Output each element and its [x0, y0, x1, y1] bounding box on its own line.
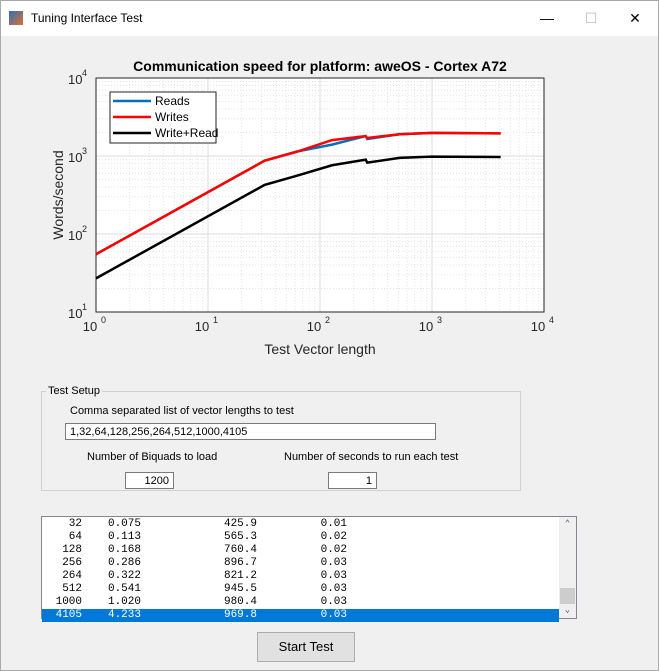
cell: 0.03	[320, 609, 347, 621]
list-item[interactable]: 64 0.113 565.3 0.02	[42, 531, 559, 544]
list-item[interactable]: 1000 1.020 980.4 0.03	[42, 596, 559, 609]
y-tick-label: 10	[68, 72, 82, 87]
cell: 4.233	[107, 609, 141, 621]
cell: 128	[62, 544, 82, 556]
seconds-input[interactable]: 1	[328, 472, 377, 489]
x-axis-label: Test Vector length	[264, 341, 375, 357]
cell: 32	[68, 518, 82, 530]
x-tick-exponent: 2	[325, 315, 330, 325]
y-tick-exponent: 2	[82, 224, 87, 234]
cell: 0.322	[107, 570, 141, 582]
y-tick-exponent: 3	[82, 146, 87, 156]
start-test-button[interactable]: Start Test	[257, 632, 355, 662]
cell: 264	[62, 570, 82, 582]
cell: 0.01	[320, 518, 347, 530]
cell: 760.4	[223, 544, 257, 556]
list-item[interactable]: 264 0.322 821.2 0.03	[42, 570, 559, 583]
cell: 0.113	[107, 531, 141, 543]
cell: 4105	[55, 609, 82, 621]
cell: 512	[62, 583, 82, 595]
list-item[interactable]: 32 0.075 425.9 0.01	[42, 518, 559, 531]
cell: 0.075	[107, 518, 141, 530]
chart-title: Communication speed for platform: aweOS …	[133, 58, 507, 74]
cell: 1.020	[107, 596, 141, 608]
cell: 0.168	[107, 544, 141, 556]
x-tick-label: 10	[195, 319, 209, 334]
window-title: Tuning Interface Test	[31, 11, 143, 25]
biquads-input[interactable]: 1200	[125, 472, 174, 489]
cell: 0.03	[320, 570, 347, 582]
results-listbox[interactable]: 4105 4.233 969.8 0.03 1000 1.020 980.4 0.03 512 0…	[41, 516, 577, 622]
y-axis-label: Words/second	[50, 150, 66, 239]
y-tick-exponent: 1	[82, 302, 87, 312]
x-tick-exponent: 4	[549, 315, 554, 325]
title-bar: Tuning Interface Test — ☐ ✕	[1, 1, 658, 36]
test-setup-legend: Test Setup	[48, 385, 100, 397]
x-tick-label: 10	[307, 319, 321, 334]
cell: 565.3	[223, 531, 257, 543]
y-tick-label: 10	[68, 228, 82, 243]
series-line	[95, 155, 501, 280]
cell: 64	[68, 531, 82, 543]
cell: 0.03	[320, 557, 347, 569]
x-tick-label: 10	[531, 319, 545, 334]
cell: 980.4	[223, 596, 257, 608]
scroll-up-icon[interactable]: ⌃	[564, 519, 571, 529]
plot-border	[95, 77, 545, 313]
maximize-button[interactable]: ☐	[584, 10, 598, 26]
scrollbar[interactable]: ⌃ ⌄	[559, 517, 576, 618]
cell: 896.7	[223, 557, 257, 569]
y-tick-label: 10	[68, 150, 82, 165]
vector-lengths-label: Comma separated list of vector lengths t…	[70, 405, 294, 417]
cell: 256	[62, 557, 82, 569]
x-tick-exponent: 3	[437, 315, 442, 325]
legend-entry: Write+Read	[155, 126, 218, 140]
cell: 969.8	[223, 609, 257, 621]
y-tick-label: 10	[68, 306, 82, 321]
cell: 1000	[55, 596, 82, 608]
list-item[interactable]: 512 0.541 945.5 0.03	[42, 583, 559, 596]
list-item[interactable]: 128 0.168 760.4 0.02	[42, 544, 559, 557]
scroll-down-icon[interactable]: ⌄	[564, 605, 571, 615]
close-button[interactable]: ✕	[629, 10, 641, 26]
cell: 0.286	[107, 557, 141, 569]
cell: 0.03	[320, 596, 347, 608]
speed-chart: 10 0 10 1 10 2 10 3 10 410 110 210 310 4 Communication…	[50, 58, 554, 357]
vector-lengths-input[interactable]: 1,32,64,128,256,264,512,1000,4105	[65, 423, 436, 440]
biquads-label: Number of Biquads to load	[87, 451, 218, 463]
cell: 945.5	[223, 583, 257, 595]
legend-entry: Writes	[155, 110, 189, 124]
matlab-icon	[9, 11, 23, 25]
cell: 821.2	[223, 570, 257, 582]
seconds-label: Number of seconds to run each test	[284, 451, 459, 463]
y-tick-exponent: 4	[82, 68, 87, 78]
x-tick-label: 10	[83, 319, 97, 334]
cell: 425.9	[223, 518, 257, 530]
x-tick-exponent: 0	[101, 315, 106, 325]
minimize-button[interactable]: —	[540, 10, 554, 26]
legend-entry: Reads	[155, 94, 190, 108]
list-item[interactable]: 4105 4.233 969.8 0.03	[42, 609, 559, 622]
cell: 0.03	[320, 583, 347, 595]
series-line	[95, 131, 501, 256]
cell: 0.02	[320, 544, 347, 556]
cell: 0.02	[320, 531, 347, 543]
test-setup-panel: Test Setup	[41, 385, 521, 491]
x-tick-label: 10	[419, 319, 433, 334]
x-tick-exponent: 1	[213, 315, 218, 325]
list-item[interactable]: 256 0.286 896.7 0.03	[42, 557, 559, 570]
cell: 0.541	[107, 583, 141, 595]
scrollbar-thumb[interactable]	[560, 588, 575, 604]
